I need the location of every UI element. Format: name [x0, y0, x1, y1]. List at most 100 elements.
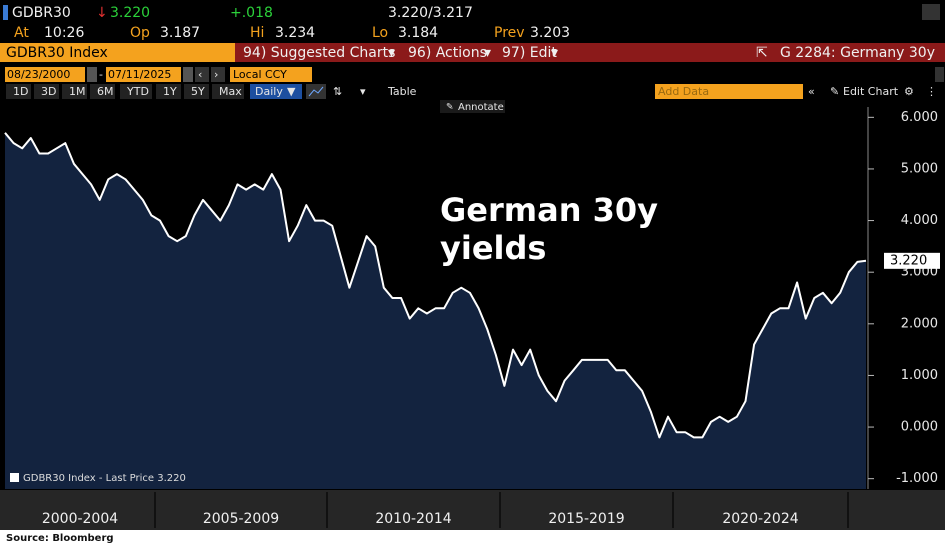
next-button[interactable] — [211, 67, 225, 82]
last-price: 3.220 — [110, 5, 150, 21]
x-axis-band — [0, 490, 945, 530]
stat-value: 3.234 — [275, 25, 315, 41]
range-button[interactable] — [34, 84, 59, 99]
annotate-box[interactable] — [440, 100, 505, 113]
ticker-marker — [3, 5, 8, 20]
x-band-label: 2020-2024 — [722, 511, 798, 527]
y-tick-label: 0.000 — [901, 420, 938, 435]
source: Source: Bloomberg — [6, 533, 114, 544]
stat-label: Lo — [372, 25, 388, 41]
range-label[interactable]: Max — [219, 85, 242, 98]
stat-value: 10:26 — [44, 25, 84, 41]
chart-type-icon — [308, 86, 324, 97]
y-tick-label: -1.000 — [896, 471, 938, 486]
range-buttons: 1D 3D 1M 6M YTD 1Y 5Y Max — [6, 84, 244, 99]
y-tick-label: 4.000 — [901, 213, 938, 228]
stat-label: Prev — [494, 25, 525, 41]
stat-value: 3.184 — [398, 25, 438, 41]
collapse-icon[interactable]: « — [808, 85, 815, 98]
calendar-button[interactable] — [87, 67, 97, 82]
bid-ask: 3.220/3.217 — [388, 5, 473, 21]
area-fill — [5, 132, 866, 490]
next-icon: › — [214, 68, 218, 81]
last-price-tag — [884, 252, 940, 269]
dropdown-caret[interactable]: ▾ — [360, 85, 366, 98]
start-date-box[interactable] — [5, 67, 85, 82]
stats: At 10:26 Op 3.187 Hi 3.234 Lo 3.184 Prev 3.203 — [14, 25, 570, 41]
dropdown-caret: ▾ — [551, 45, 558, 61]
range-label[interactable]: YTD — [126, 85, 149, 98]
stat-value: 3.203 — [530, 25, 570, 41]
plot: -1.0000.0001.0002.0003.0004.0005.0006.00… — [4, 107, 940, 528]
last-price-label: 3.220 — [890, 253, 927, 268]
date-separator: - — [99, 68, 103, 81]
legend-label: GDBR30 Index - Last Price 3.220 — [23, 473, 186, 484]
security-box[interactable] — [0, 43, 235, 62]
x-band-label: 2015-2019 — [548, 511, 624, 527]
range-button[interactable] — [6, 84, 31, 99]
range-label[interactable]: 3D — [41, 85, 56, 98]
stat-label: At — [14, 25, 29, 41]
frequency[interactable]: Daily — [255, 85, 283, 98]
x-band-label: 2000-2004 — [42, 511, 118, 527]
range-label[interactable]: 5Y — [191, 85, 205, 98]
prev-icon: ‹ — [198, 68, 202, 81]
settings-icon[interactable]: ⚙ — [904, 85, 914, 98]
annotate[interactable]: Annotate — [458, 102, 504, 113]
range-button[interactable] — [120, 84, 152, 99]
annotation: German 30y — [440, 191, 658, 229]
dropdown-caret: ▾ — [388, 45, 395, 61]
menu-item[interactable]: 97) Edit — [502, 45, 557, 61]
source-strip — [0, 530, 945, 547]
end-date[interactable]: 07/11/2025 — [108, 68, 171, 81]
price-line — [4, 132, 867, 439]
prev-button[interactable] — [195, 67, 209, 82]
security[interactable]: GDBR30 Index — [6, 45, 108, 61]
dropdown-caret: ▼ — [287, 85, 296, 98]
y-tick-label: 5.000 — [901, 161, 938, 176]
x-band-label: 2010-2014 — [375, 511, 451, 527]
more-icon[interactable]: ⋮ — [926, 85, 937, 98]
x-band-label: 2005-2009 — [203, 511, 279, 527]
ticker: GDBR30 — [12, 5, 71, 21]
down-arrow: ↓ — [96, 5, 108, 21]
dropdown-caret: ▾ — [484, 45, 491, 61]
menu-bar — [235, 43, 945, 62]
y-tick-label: 1.000 — [901, 368, 938, 383]
range-label[interactable]: 1M — [69, 85, 86, 98]
calendar-button[interactable] — [183, 67, 193, 82]
range-label[interactable]: 1Y — [163, 85, 177, 98]
annotate-icon: ✎ — [446, 103, 454, 113]
table-button[interactable]: Table — [387, 85, 417, 98]
change: +.018 — [230, 5, 273, 21]
edit-chart[interactable]: Edit Chart — [843, 85, 899, 98]
range-button[interactable] — [156, 84, 181, 99]
range-button[interactable] — [212, 84, 244, 99]
bars-icon[interactable]: ⇅ — [333, 85, 342, 98]
range-label[interactable]: 6M — [97, 85, 114, 98]
add-data-box[interactable] — [655, 84, 803, 99]
range-button[interactable] — [90, 84, 115, 99]
popout-icon[interactable]: ⇱ — [756, 45, 768, 61]
range-button[interactable] — [62, 84, 87, 99]
stat-label: Op — [130, 25, 150, 41]
edit-icon: ✎ — [830, 85, 839, 98]
start-date[interactable]: 08/23/2000 — [7, 68, 70, 81]
currency-box[interactable] — [230, 67, 312, 82]
menu-item[interactable]: 94) Suggested Charts — [243, 45, 395, 61]
end-date-box[interactable] — [106, 67, 181, 82]
legend-swatch — [10, 473, 19, 482]
annotation: yields — [440, 229, 546, 267]
stat-value: 3.187 — [160, 25, 200, 41]
add-data[interactable]: Add Data — [658, 85, 709, 98]
range-label[interactable]: 1D — [13, 85, 28, 98]
currency[interactable]: Local CCY — [233, 68, 287, 81]
stat-label: Hi — [250, 25, 264, 41]
function-title: G 2284: Germany 30y — [780, 45, 935, 61]
range-button[interactable] — [184, 84, 209, 99]
window-button[interactable] — [922, 4, 940, 20]
scroll-button[interactable] — [935, 67, 944, 82]
frequency-box[interactable] — [250, 84, 302, 99]
menu-item[interactable]: 96) Actions — [408, 45, 487, 61]
